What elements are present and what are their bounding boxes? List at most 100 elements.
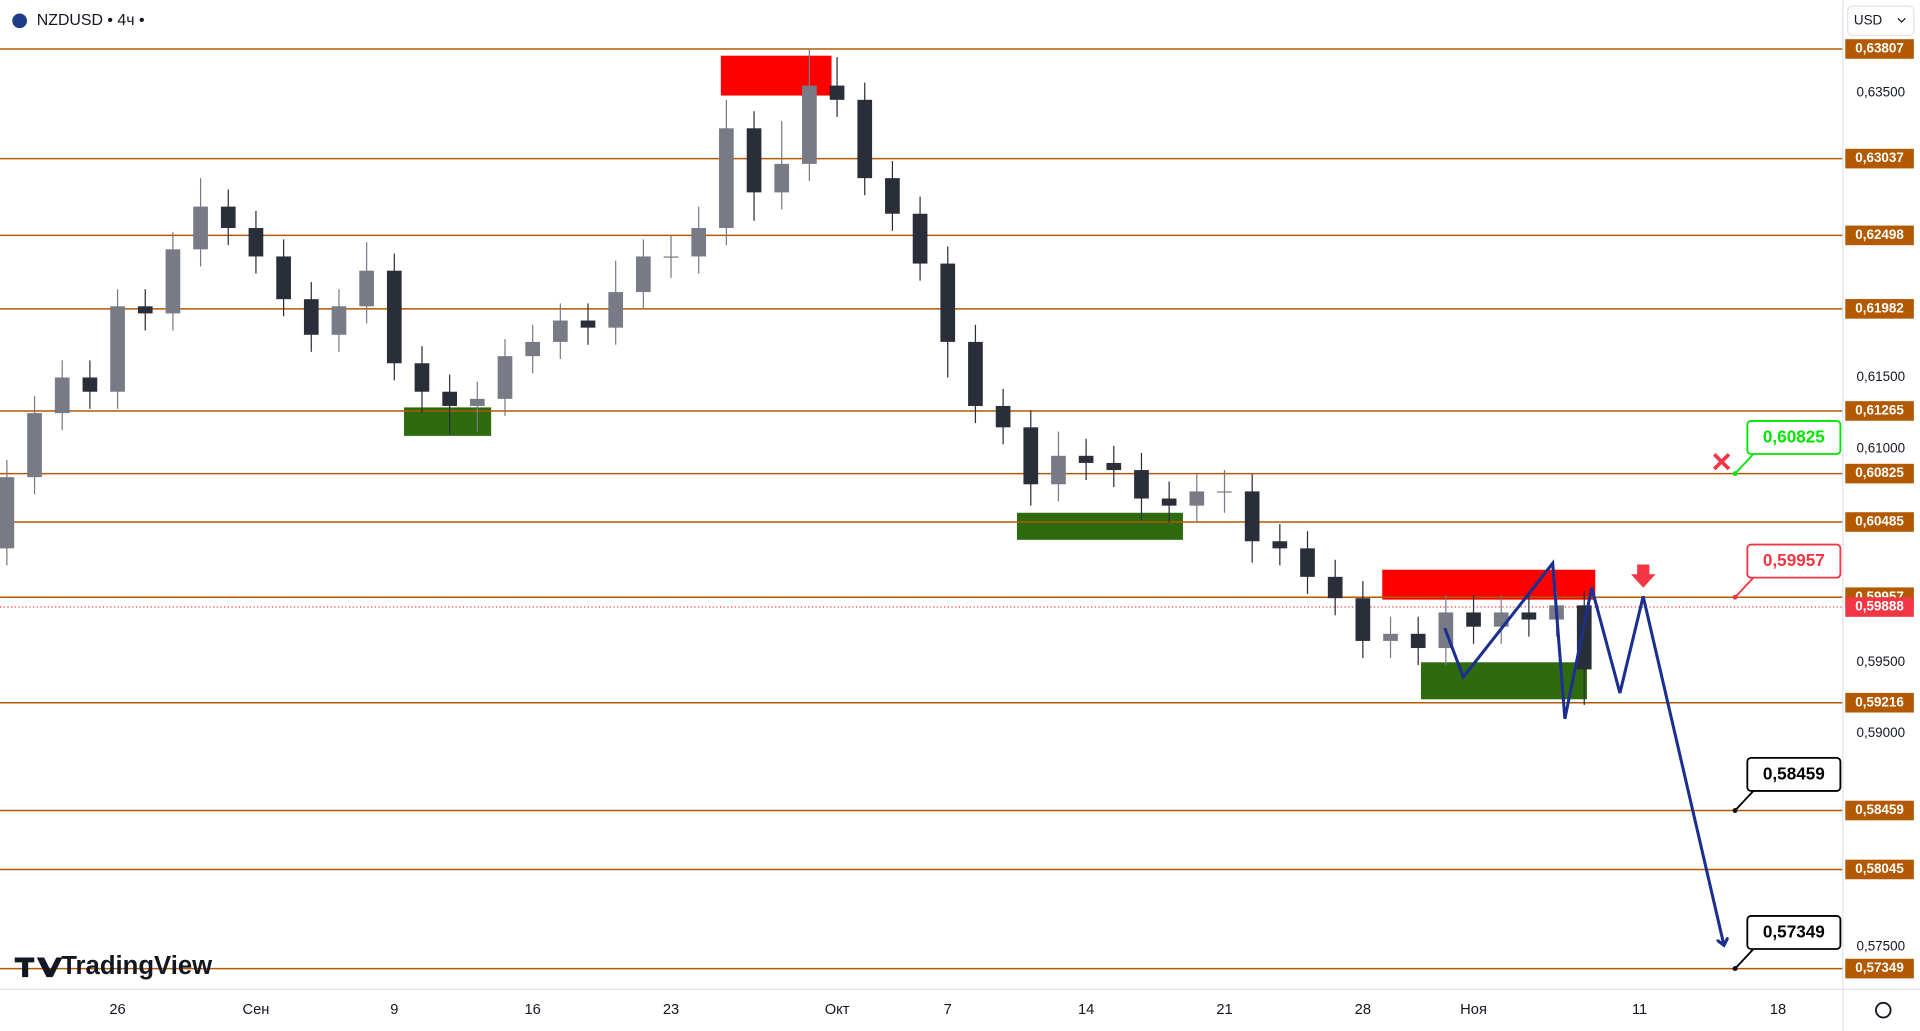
price-zone [1382,569,1596,600]
current-price-box [1845,597,1914,617]
callout-pointer [1734,948,1755,970]
candle-body [1217,491,1232,493]
currency-dropdown[interactable] [1847,5,1915,37]
level-label: 0,58045 [1855,861,1904,876]
x-tick-label: 26 [109,1002,125,1018]
brand-logo [14,957,63,978]
y-tick-label: 0,59000 [1856,725,1905,740]
candle-body [746,128,762,193]
callout-box [1746,420,1842,455]
candle-body [774,163,790,193]
candle-body [663,256,679,258]
callout-label: 0,57349 [1763,922,1825,942]
candle-body [497,356,513,399]
settings-button[interactable] [1874,1001,1892,1019]
x-tick-label: 11 [1632,1002,1647,1018]
level-label: 0,63037 [1855,150,1904,165]
callout-label: 0,60825 [1763,427,1825,447]
level-label: 0,57349 [1855,960,1904,975]
candle-body [1272,541,1288,549]
callout-pointer [1734,576,1755,598]
x-tick-label: 9 [390,1002,398,1018]
x-tick-label: Окт [825,1002,850,1018]
candle-body [1189,491,1205,506]
candle-body [469,398,485,406]
dropdown-caret [1897,17,1906,23]
symbol-title: NZDUSD • 4ч • [37,12,145,29]
candle-body [110,306,125,392]
candle-body [719,128,734,228]
candle-body [248,227,264,257]
symbol-flag [12,13,27,29]
candle-body [552,320,568,342]
level-label: 0,60485 [1855,514,1904,529]
candle-body [912,213,928,264]
candle-body [303,299,319,335]
x-tick-label: 21 [1216,1002,1232,1018]
level-label: 0,61982 [1855,300,1904,315]
candle-body [414,363,430,392]
candle-body [885,178,900,214]
y-tick-label: 0,57500 [1856,939,1905,954]
candle-body [580,320,596,328]
x-tick-label: Ноя [1460,1002,1487,1018]
candle-body [636,256,651,293]
candle-body [137,306,153,314]
candle-body [829,85,845,100]
y-tick-label: 0,61500 [1856,369,1905,384]
candle-body [1410,633,1426,649]
callout-box [1746,756,1842,792]
level-label-box [1845,39,1914,59]
candle-body [331,306,347,335]
candle-body [0,477,15,549]
current-price-label: 0,59888 [1855,599,1904,614]
level-label-box [1845,463,1914,484]
x-tick-label: 28 [1355,1002,1371,1018]
candle-body [940,263,956,342]
level-label: 0,58459 [1855,802,1904,817]
projection-path [1443,559,1724,945]
candle-body [359,270,374,307]
level-label-box [1845,692,1914,713]
level-label: 0,62498 [1855,227,1904,242]
candle-body [54,377,70,414]
candle-body [802,85,817,164]
currency-label: USD [1854,12,1883,27]
candle-body [82,377,98,392]
price-zone [403,407,492,436]
level-label-box [1845,225,1914,246]
sell-arrow [1631,564,1656,588]
candle-body [1106,462,1122,471]
x-tick-label: 16 [524,1002,540,1018]
level-label-box [1845,958,1914,979]
candle-body [1327,576,1343,599]
candle-body [857,99,873,179]
callout-box [1746,543,1842,579]
x-tick-label: 23 [663,1002,679,1018]
candle-body [386,270,402,364]
candle-body [1244,491,1260,542]
candle-body [1078,455,1094,463]
candle-body [525,341,541,357]
x-tick-label: Сен [242,1002,269,1018]
callout-label: 0,58459 [1763,764,1825,784]
callout-box [1746,915,1842,950]
candle-body [1355,598,1371,641]
candle-body [995,405,1011,428]
level-label: 0,59216 [1855,694,1904,709]
candle-body [220,206,236,228]
level-label: 0,60825 [1855,465,1904,480]
level-label-box [1845,148,1914,169]
candle-body [691,227,707,257]
x-tick-label: 18 [1770,1002,1786,1018]
callout-pointer [1734,790,1755,812]
candle-body [1466,612,1481,627]
candle-body [1161,498,1177,506]
candle-body [1383,633,1398,641]
level-label-box [1845,859,1914,880]
cancel-mark [1712,452,1731,471]
candle-body [1134,470,1149,499]
candle-body [276,256,291,300]
